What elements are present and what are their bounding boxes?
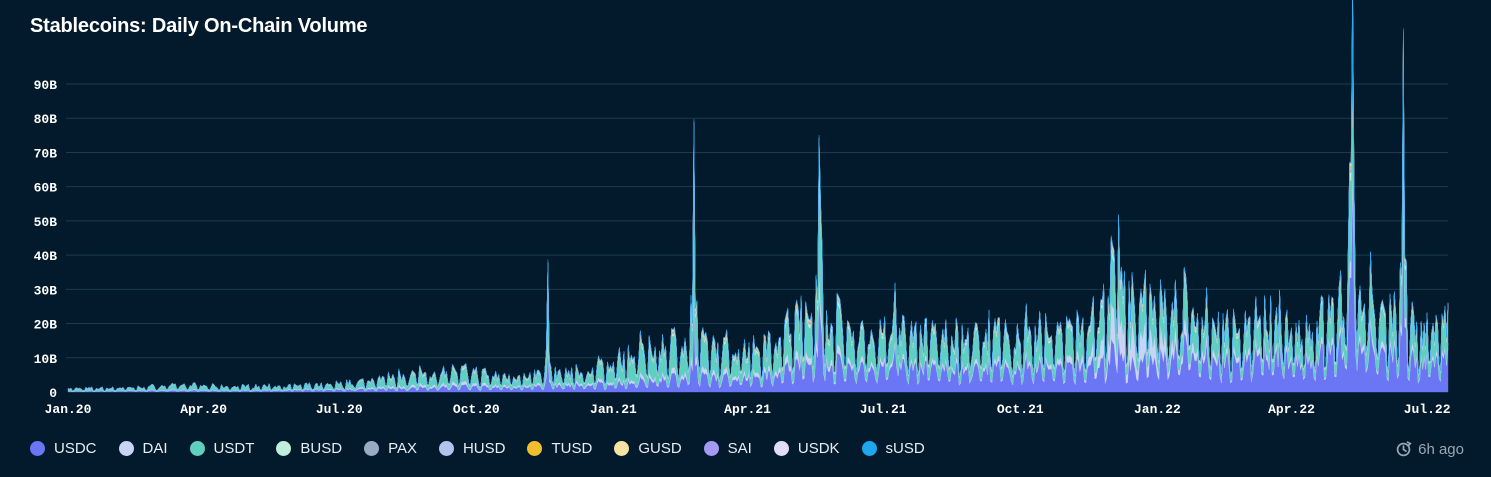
legend-label: HUSD [462,440,506,457]
y-tick-label: 10B [34,352,58,367]
area-pax[interactable] [67,0,1449,392]
legend-swatch [30,441,45,456]
x-tick-label: Apr.21 [724,402,771,417]
x-tick-label: Jan.22 [1134,402,1181,417]
legend-swatch [276,441,292,456]
x-axis: Jan.20 Apr.20 Jul.20 Oct.20 Jan.21 Apr.21 Jul.… [45,402,1451,417]
legend-swatch [364,441,380,456]
legend: USDC DAI USDT BUSD PAX HUSD TUSD GUSD SAI USDK sUS… [30,440,947,457]
legend-item-busd[interactable]: BUSD [276,440,342,457]
legend-item-susd[interactable]: sUSD [861,440,925,457]
legend-label: PAX [388,440,417,457]
area-sai[interactable] [67,0,1449,392]
x-tick-label: Jul.21 [860,402,907,417]
stacked-area-chart[interactable]: 0 10B 20B 30B 40B 50B 60B 70B 80B 90B Jan.20 Apr.2… [0,0,1491,430]
area-gusd[interactable] [67,0,1449,392]
legend-label: BUSD [300,440,343,457]
y-axis: 0 10B 20B 30B 40B 50B 60B 70B 80B 90B [34,78,58,401]
legend-label: DAI [142,440,168,457]
legend-swatch [118,441,134,456]
legend-item-dai[interactable]: DAI [118,440,168,457]
legend-label: TUSD [551,440,593,457]
legend-label: sUSD [885,440,925,457]
x-tick-label: Jul.22 [1404,402,1451,417]
x-tick-label: Apr.20 [180,402,227,417]
x-tick-label: Jan.21 [590,402,637,417]
series-areas[interactable] [67,0,1449,393]
clock-refresh-icon [1396,441,1412,457]
legend-item-usdc[interactable]: USDC [30,440,97,457]
legend-item-usdt[interactable]: USDT [189,440,255,457]
y-tick-label: 70B [34,146,58,161]
legend-label: USDC [54,440,97,457]
legend-swatch [527,441,543,456]
x-tick-label: Oct.21 [997,402,1044,417]
y-tick-label: 20B [34,318,58,333]
legend-label: GUSD [638,440,682,457]
y-tick-label: 0 [49,386,57,401]
legend-swatch [614,441,630,456]
x-tick-label: Apr.22 [1268,402,1315,417]
y-tick-label: 90B [34,78,58,93]
legend-swatch [189,441,205,456]
legend-item-gusd[interactable]: GUSD [614,440,682,457]
legend-item-pax[interactable]: PAX [364,440,417,457]
y-tick-label: 80B [34,112,58,127]
last-updated-text: 6h ago [1418,441,1464,458]
area-susd[interactable] [67,0,1449,392]
y-tick-label: 40B [34,249,58,264]
x-tick-label: Jul.20 [316,402,363,417]
legend-label: USDK [797,440,840,457]
area-usdk[interactable] [67,0,1449,392]
area-usdt[interactable] [67,83,1449,392]
legend-item-usdk[interactable]: USDK [773,440,840,457]
legend-swatch [861,441,877,456]
legend-swatch [438,441,454,456]
x-tick-label: Oct.20 [453,402,500,417]
y-tick-label: 50B [34,215,58,230]
y-tick-label: 30B [34,283,58,298]
last-updated: 6h ago [1395,441,1464,458]
area-busd[interactable] [67,6,1449,392]
legend-item-sai[interactable]: SAI [703,440,752,457]
legend-label: USDT [213,440,255,457]
y-tick-label: 60B [34,181,58,196]
chart-title: Stablecoins: Daily On-Chain Volume [30,15,368,37]
legend-item-tusd[interactable]: TUSD [527,440,592,457]
gridlines [66,83,1448,359]
legend-label: SAI [727,440,752,457]
area-tusd[interactable] [67,0,1449,392]
area-husd[interactable] [67,0,1449,392]
legend-item-husd[interactable]: HUSD [438,440,506,457]
legend-swatch [773,441,789,456]
legend-swatch [703,441,719,456]
x-tick-label: Jan.20 [45,402,92,417]
